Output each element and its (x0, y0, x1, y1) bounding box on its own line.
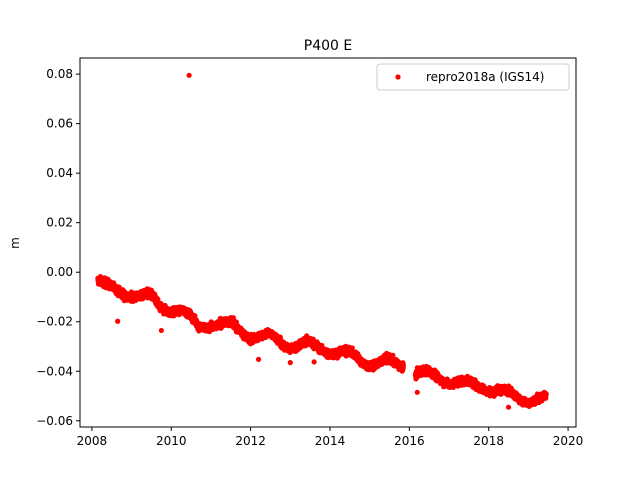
y-tick-label: −0.06 (36, 414, 73, 428)
outlier-point (414, 389, 420, 395)
x-tick-label: 2008 (77, 434, 108, 448)
legend-marker (395, 74, 401, 80)
outlier-point (115, 318, 121, 324)
y-tick-label: 0.04 (46, 166, 73, 180)
y-tick-label: −0.04 (36, 364, 73, 378)
outlier-point (311, 359, 317, 365)
x-tick-label: 2020 (553, 434, 584, 448)
axis-ticks: 2008 2010 2012 2014 2016 2018 2020 −0.06 −0.04 −0… (36, 67, 583, 448)
y-axis-label: m (8, 237, 22, 249)
legend: repro2018a (IGS14) (376, 63, 570, 91)
x-tick-label: 2016 (394, 434, 425, 448)
x-tick-label: 2018 (473, 434, 504, 448)
data-points (95, 72, 549, 410)
y-tick-label: 0.02 (46, 216, 73, 230)
y-tick-label: −0.02 (36, 315, 73, 329)
legend-label: repro2018a (IGS14) (426, 70, 544, 84)
data-point (543, 391, 549, 397)
y-tick-label: 0.08 (46, 67, 73, 81)
outlier-point (255, 356, 262, 362)
data-point (349, 345, 355, 351)
x-tick-label: 2014 (315, 434, 346, 448)
outlier-point (186, 72, 192, 78)
outlier-point (505, 404, 512, 410)
outlier-point (287, 360, 293, 366)
x-tick-label: 2010 (156, 434, 187, 448)
chart-title: P400 E (304, 38, 352, 54)
x-tick-label: 2012 (235, 434, 266, 448)
legend-box (376, 63, 570, 91)
plot-area-frame (79, 57, 577, 428)
outlier-point (158, 327, 164, 334)
y-tick-label: 0.06 (46, 117, 73, 131)
y-tick-label: 0.00 (46, 265, 73, 279)
data-point (400, 362, 406, 368)
